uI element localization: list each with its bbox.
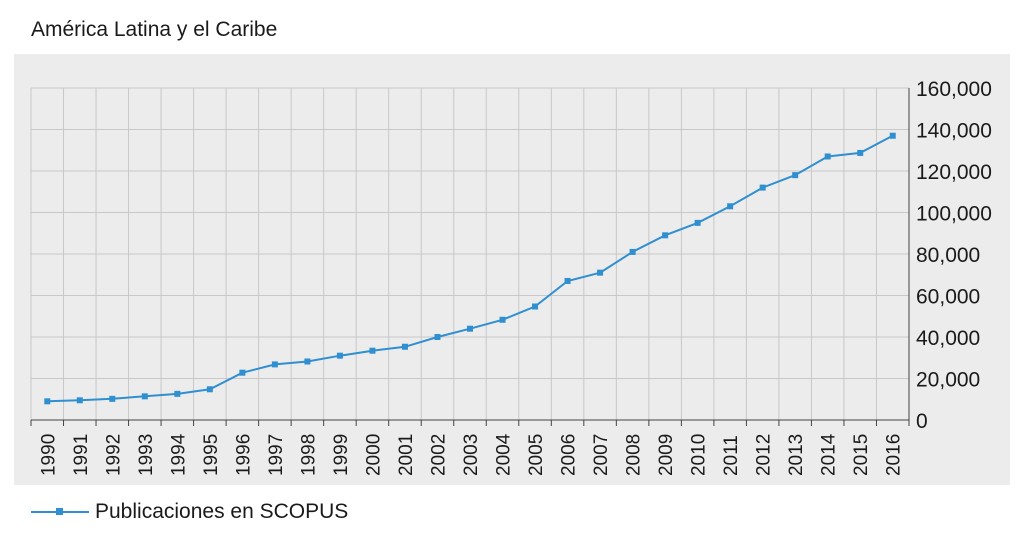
x-tick-label: 2008 — [624, 434, 645, 476]
x-tick-label: 2004 — [494, 433, 515, 476]
data-point — [109, 395, 116, 402]
data-point — [662, 232, 669, 239]
data-point — [141, 393, 148, 400]
x-tick-label: 2011 — [721, 435, 742, 476]
x-tick-label: 1992 — [103, 434, 124, 476]
data-point — [629, 248, 636, 255]
data-point — [694, 219, 701, 226]
x-tick-label: 2013 — [786, 434, 807, 476]
x-tick-label: 2012 — [754, 434, 775, 476]
legend: Publicaciones en SCOPUS — [31, 498, 348, 526]
x-tick-label: 1996 — [233, 434, 254, 476]
x-tick-label: 1995 — [201, 434, 222, 476]
data-point — [889, 132, 896, 139]
data-point — [857, 149, 864, 156]
data-point — [564, 277, 571, 284]
data-point — [597, 269, 604, 276]
x-tick-label: 1990 — [38, 434, 59, 476]
data-point — [434, 334, 441, 340]
data-point — [206, 386, 213, 393]
y-tick-label: 120,000 — [916, 161, 992, 184]
data-point — [727, 203, 734, 210]
data-point — [759, 184, 766, 191]
y-tick-label: 20,000 — [916, 369, 980, 392]
x-tick-label: 1991 — [71, 434, 92, 476]
y-tick-label: 100,000 — [916, 203, 992, 226]
y-tick-label: 80,000 — [916, 244, 980, 267]
x-tick-label: 1993 — [136, 434, 157, 476]
legend-marker — [56, 508, 63, 515]
y-tick-label: 60,000 — [916, 286, 980, 309]
x-tick-label: 2005 — [526, 434, 547, 476]
data-point — [239, 369, 246, 376]
x-tick-label: 2000 — [363, 434, 384, 476]
chart-title: América Latina y el Caribe — [31, 18, 278, 41]
data-point — [792, 172, 799, 179]
x-tick-label: 2002 — [428, 434, 449, 476]
legend-swatch — [31, 498, 89, 526]
data-point — [824, 153, 831, 160]
data-point — [499, 316, 506, 323]
data-point — [401, 343, 408, 350]
data-point — [271, 361, 278, 368]
data-point — [369, 347, 376, 354]
x-tick-label: 1994 — [168, 433, 189, 476]
y-tick-label: 140,000 — [916, 120, 992, 143]
x-tick-label: 1999 — [331, 434, 352, 476]
x-tick-label: 2009 — [656, 434, 677, 476]
data-point — [532, 303, 539, 310]
data-point — [44, 398, 51, 405]
y-tick-label: 0 — [916, 410, 928, 433]
y-tick-label: 40,000 — [916, 327, 980, 350]
data-point — [174, 390, 181, 397]
legend-label: Publicaciones en SCOPUS — [95, 500, 349, 523]
x-tick-label: 2007 — [591, 434, 612, 476]
data-point — [467, 325, 473, 332]
x-tick-label: 2010 — [689, 434, 710, 476]
y-tick-label: 160,000 — [916, 78, 992, 101]
data-point — [304, 358, 311, 365]
data-point — [336, 352, 343, 359]
x-tick-label: 2014 — [819, 433, 840, 476]
x-tick-label: 2006 — [559, 434, 580, 476]
data-point — [76, 397, 83, 404]
x-tick-label: 2001 — [396, 434, 417, 476]
x-tick-label: 2003 — [461, 434, 482, 476]
x-tick-label: 2015 — [851, 434, 872, 476]
x-tick-label: 1997 — [266, 434, 287, 476]
x-tick-label: 2016 — [884, 434, 905, 476]
x-tick-label: 1998 — [298, 434, 319, 476]
